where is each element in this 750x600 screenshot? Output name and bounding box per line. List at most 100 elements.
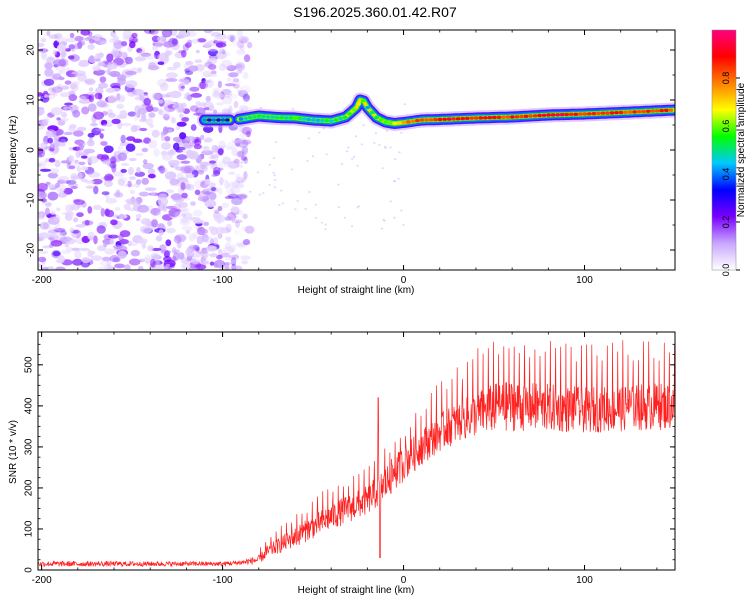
- noise-blob: [72, 110, 81, 118]
- signal-core-segment: [659, 109, 664, 113]
- noise-blob: [102, 256, 111, 262]
- noise-blob: [231, 39, 239, 47]
- signal-core-segment: [365, 105, 370, 110]
- noise-blob: [94, 92, 103, 100]
- noise-blob: [203, 145, 210, 152]
- noise-blob: [211, 144, 219, 153]
- spectrogram-x-axis-label: Height of straight line (km): [298, 285, 415, 296]
- noise-speck: [318, 131, 321, 134]
- noise-blob: [175, 201, 182, 206]
- noise-speck: [384, 145, 387, 148]
- noise-blob: [185, 248, 194, 257]
- noise-blob: [97, 245, 107, 252]
- noise-blob: [218, 167, 224, 171]
- noise-blob: [192, 209, 203, 217]
- snr-ticks: -200 -100 0 100 0 100 200 300 400 500: [24, 332, 675, 586]
- noise-blob: [231, 140, 244, 144]
- noise-blob: [47, 191, 59, 201]
- noise-blob: [233, 158, 240, 164]
- noise-blob: [127, 243, 138, 247]
- noise-blob: [208, 104, 215, 112]
- noise-blob: [111, 118, 121, 125]
- noise-blob: [224, 180, 230, 190]
- noise-blob: [67, 55, 75, 60]
- noise-blob: [129, 258, 141, 266]
- snr-y-tick-label: 400: [24, 397, 35, 414]
- noise-blob: [210, 70, 217, 75]
- noise-blob: [222, 156, 231, 165]
- noise-blob: [185, 183, 195, 191]
- noise-blob: [241, 260, 249, 265]
- noise-blob: [236, 151, 245, 158]
- noise-blob: [44, 68, 54, 77]
- noise-blob: [69, 227, 74, 233]
- noise-blob: [190, 201, 196, 206]
- noise-blob: [190, 258, 200, 265]
- noise-blob: [137, 238, 148, 244]
- noise-blob: [173, 61, 181, 69]
- noise-blob: [228, 64, 235, 70]
- noise-blob: [59, 119, 67, 124]
- noise-blob: [169, 30, 178, 37]
- signal-core-segment: [433, 118, 438, 122]
- signal-core-segment: [410, 119, 416, 123]
- noise-speck: [389, 200, 392, 203]
- noise-blob: [71, 233, 78, 238]
- noise-blob: [110, 156, 117, 164]
- noise-speck: [234, 212, 237, 215]
- noise-blob: [72, 146, 81, 151]
- noise-blob: [172, 252, 180, 261]
- noise-blob: [183, 79, 190, 85]
- noise-blob: [141, 177, 149, 185]
- noise-blob: [122, 35, 134, 41]
- noise-blob: [38, 232, 51, 239]
- noise-blob: [228, 254, 240, 259]
- signal-core-segment: [473, 116, 479, 120]
- signal-core-segment: [446, 117, 452, 121]
- noise-blob: [238, 105, 249, 112]
- signal-core-segment: [211, 118, 217, 122]
- signal-core-segment: [342, 115, 348, 119]
- noise-speck: [232, 192, 235, 195]
- noise-blob: [90, 255, 103, 261]
- noise-blob: [60, 65, 67, 74]
- noise-blob: [164, 50, 171, 58]
- noise-blob: [146, 204, 154, 214]
- noise-blob: [225, 214, 235, 221]
- noise-blob: [224, 257, 235, 261]
- noise-blob: [119, 110, 128, 119]
- signal-core-segment: [315, 118, 321, 122]
- noise-blob: [242, 93, 250, 102]
- noise-blob: [178, 30, 191, 38]
- noise-blob: [122, 30, 132, 39]
- noise-speck: [291, 107, 294, 110]
- noise-blob: [217, 248, 223, 254]
- noise-blob: [212, 87, 221, 94]
- colorbar-tick-label: 0.2: [721, 216, 731, 229]
- noise-blob: [88, 171, 100, 178]
- noise-blob: [165, 172, 171, 177]
- noise-speck: [236, 165, 239, 167]
- noise-blob: [66, 246, 73, 253]
- signal-core-segment: [238, 117, 244, 121]
- colorbar-ticks: 0.0 0.2 0.4 0.6 0.8: [721, 72, 740, 276]
- noise-blob: [48, 168, 60, 174]
- noise-blob: [147, 168, 156, 175]
- noise-blob: [245, 131, 251, 138]
- noise-blob: [125, 80, 138, 88]
- signal-core-segment: [261, 114, 266, 118]
- noise-blob: [132, 88, 144, 96]
- noise-blob: [214, 214, 226, 223]
- noise-blob: [53, 228, 66, 233]
- noise-blob: [39, 161, 47, 166]
- noise-blob: [64, 243, 69, 248]
- noise-blob: [226, 65, 237, 72]
- noise-blob: [116, 176, 128, 184]
- noise-blob: [224, 83, 236, 87]
- noise-blob: [107, 109, 113, 115]
- noise-blob: [202, 80, 212, 83]
- signal-core-segment: [383, 120, 389, 124]
- noise-blob: [171, 247, 177, 254]
- noise-speck: [362, 124, 365, 127]
- noise-speck: [402, 223, 405, 226]
